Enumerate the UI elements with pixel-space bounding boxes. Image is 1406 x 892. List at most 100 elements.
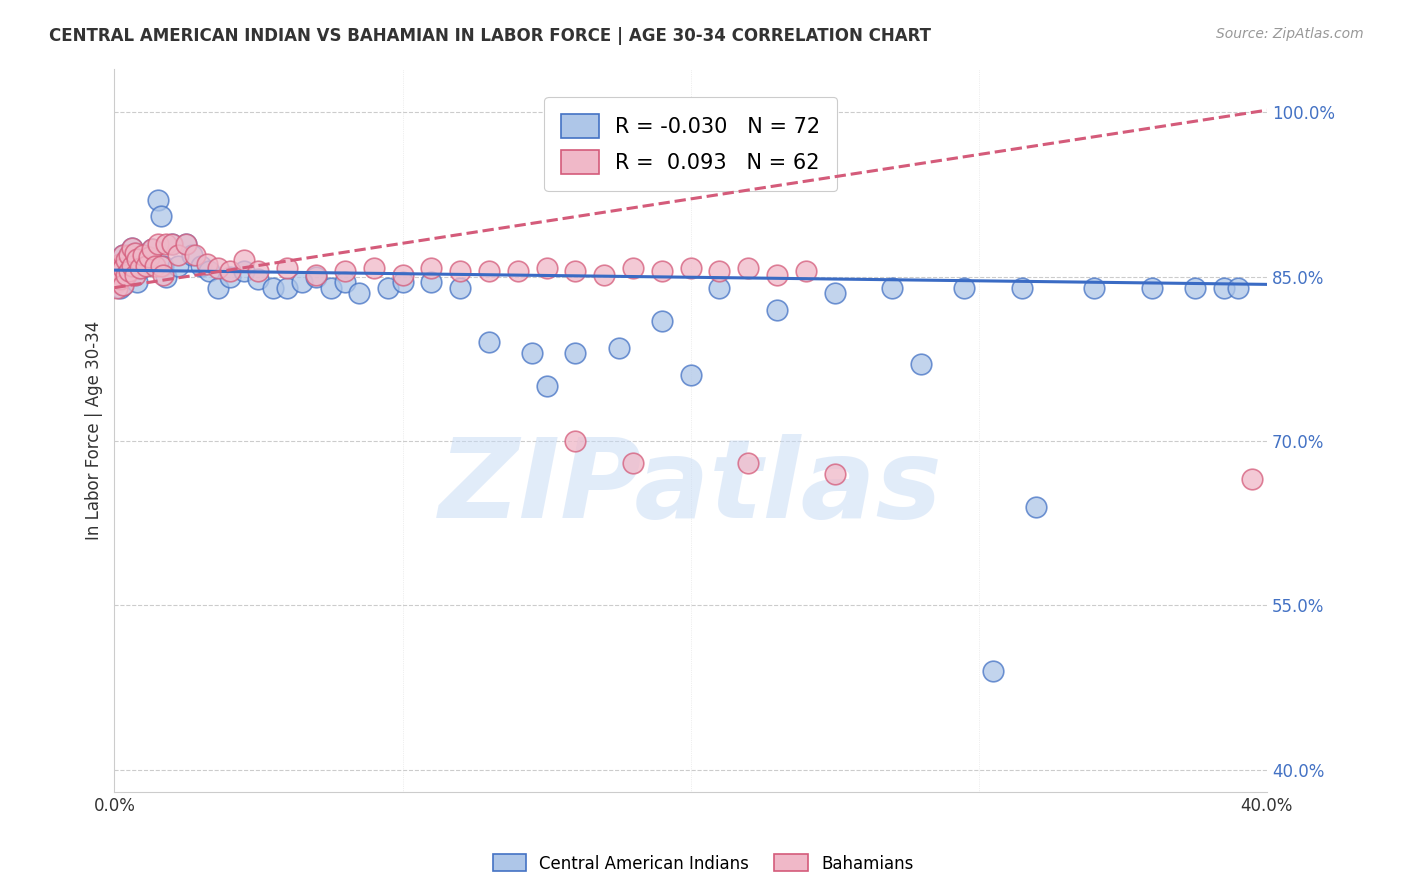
Point [152,268,174,282]
Point [478,335,501,350]
Point [143,259,166,273]
Point [709,264,731,278]
Point [160,236,183,251]
Point [181,248,204,262]
Point [882,280,904,294]
Point [607,341,630,355]
Point [391,275,413,289]
Point [121,241,143,255]
Point [138,250,160,264]
Point [118,264,141,278]
Point [1011,280,1033,294]
Point [135,259,157,273]
Point [121,259,143,273]
Point [449,280,471,294]
Point [105,260,128,275]
Point [824,286,846,301]
Point [108,280,131,294]
Point [146,193,169,207]
Point [709,280,731,294]
Point [195,256,218,270]
Point [651,313,673,327]
Point [1025,500,1047,514]
Point [184,248,207,262]
Point [247,272,270,286]
Point [166,259,188,273]
Point [108,256,131,270]
Point [105,259,128,273]
Point [794,264,817,278]
Legend: R = -0.030   N = 72, R =  0.093   N = 62: R = -0.030 N = 72, R = 0.093 N = 62 [544,97,837,191]
Point [105,268,128,282]
Point [108,256,131,270]
Point [105,275,128,289]
Point [115,253,138,268]
Point [737,456,759,470]
Point [1241,472,1264,486]
Point [105,269,128,284]
Point [679,260,702,275]
Point [1184,280,1206,294]
Point [506,264,529,278]
Point [420,275,443,289]
Point [176,236,198,251]
Point [108,272,131,286]
Point [319,280,342,294]
Point [166,248,188,262]
Point [247,264,270,278]
Point [218,269,240,284]
Point [766,268,789,282]
Point [522,346,544,360]
Point [127,275,149,289]
Point [141,243,163,257]
Legend: Central American Indians, Bahamians: Central American Indians, Bahamians [486,847,920,880]
Point [135,259,157,273]
Text: ZIPatlas: ZIPatlas [439,434,942,541]
Point [149,210,172,224]
Point [121,259,143,273]
Point [105,264,128,278]
Point [118,248,141,262]
Y-axis label: In Labor Force | Age 30-34: In Labor Force | Age 30-34 [86,320,103,540]
Point [621,456,644,470]
Point [349,286,371,301]
Point [276,260,298,275]
Point [333,275,356,289]
Point [112,248,135,262]
Point [536,260,558,275]
Point [420,260,443,275]
Point [115,268,138,282]
Point [449,264,471,278]
Point [129,260,152,275]
Point [105,280,128,294]
Point [564,346,586,360]
Point [333,264,356,278]
Point [564,434,586,448]
Point [112,260,135,275]
Point [679,368,702,383]
Point [1140,280,1163,294]
Point [305,269,328,284]
Point [108,263,131,277]
Point [1083,280,1105,294]
Point [981,664,1004,678]
Point [207,260,229,275]
Point [737,260,759,275]
Point [155,269,177,284]
Point [108,272,131,286]
Point [391,268,413,282]
Point [593,268,616,282]
Point [132,248,155,262]
Point [291,275,314,289]
Point [112,260,135,275]
Point [115,268,138,282]
Point [108,264,131,278]
Point [112,248,135,262]
Point [377,280,399,294]
Text: Source: ZipAtlas.com: Source: ZipAtlas.com [1216,27,1364,41]
Point [124,268,146,282]
Point [138,250,160,264]
Point [129,260,152,275]
Point [118,264,141,278]
Point [105,275,128,289]
